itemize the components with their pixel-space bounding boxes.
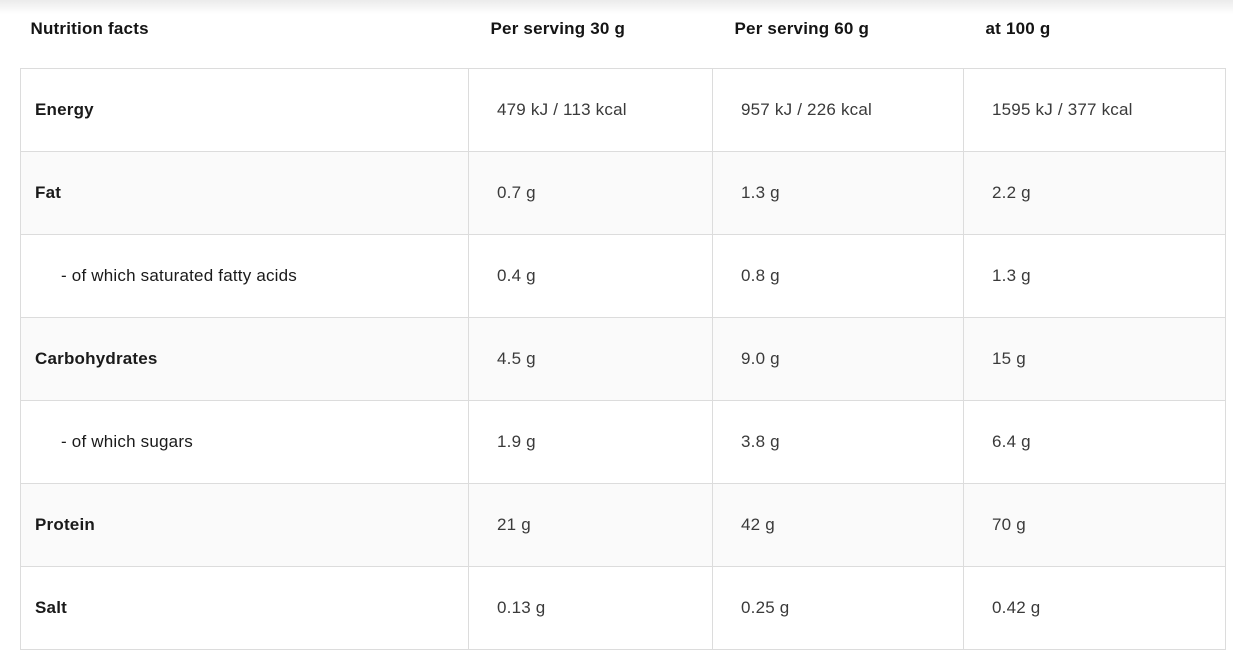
row-value: 479 kJ / 113 kcal — [468, 67, 713, 152]
row-value: 2.2 g — [963, 150, 1226, 235]
row-value: 1.3 g — [963, 233, 1226, 318]
row-value: 0.4 g — [468, 233, 713, 318]
table-row: - of which sugars 1.9 g 3.8 g 6.4 g — [20, 399, 1226, 484]
row-label: Fat — [20, 150, 469, 235]
row-value: 0.7 g — [468, 150, 713, 235]
row-label: Carbohydrates — [20, 316, 469, 401]
row-value: 0.25 g — [712, 565, 964, 650]
row-value: 1.9 g — [468, 399, 713, 484]
row-value: 4.5 g — [468, 316, 713, 401]
row-value: 42 g — [712, 482, 964, 567]
table-row: - of which saturated fatty acids 0.4 g 0… — [20, 233, 1226, 318]
header-row: Nutrition facts Per serving 30 g Per ser… — [21, 0, 1226, 68]
row-value: 1595 kJ / 377 kcal — [963, 67, 1226, 152]
row-value: 15 g — [963, 316, 1226, 401]
row-label: Protein — [20, 482, 469, 567]
row-value: 9.0 g — [712, 316, 964, 401]
row-label: - of which saturated fatty acids — [20, 233, 469, 318]
row-label: - of which sugars — [20, 399, 469, 484]
table-row: Protein 21 g 42 g 70 g — [20, 482, 1226, 567]
table-row: Energy 479 kJ / 113 kcal 957 kJ / 226 kc… — [20, 67, 1226, 152]
table-row: Fat 0.7 g 1.3 g 2.2 g — [20, 150, 1226, 235]
row-value: 6.4 g — [963, 399, 1226, 484]
column-header-at-100g: at 100 g — [985, 18, 1051, 38]
table-title: Nutrition facts — [30, 18, 149, 38]
row-value: 21 g — [468, 482, 713, 567]
row-value: 3.8 g — [712, 399, 964, 484]
row-value: 0.42 g — [963, 565, 1226, 650]
table-row: Carbohydrates 4.5 g 9.0 g 15 g — [20, 316, 1226, 401]
column-header-per-serving-30g: Per serving 30 g — [490, 18, 626, 38]
row-label: Salt — [20, 565, 469, 650]
column-header-per-serving-60g: Per serving 60 g — [734, 18, 870, 38]
row-label: Energy — [20, 67, 469, 152]
row-value: 1.3 g — [712, 150, 964, 235]
row-value: 957 kJ / 226 kcal — [712, 67, 964, 152]
table-row: Salt 0.13 g 0.25 g 0.42 g — [20, 565, 1226, 650]
row-value: 70 g — [963, 482, 1226, 567]
row-value: 0.8 g — [712, 233, 964, 318]
row-value: 0.13 g — [468, 565, 713, 650]
nutrition-facts-table: Nutrition facts Per serving 30 g Per ser… — [20, 0, 1226, 650]
